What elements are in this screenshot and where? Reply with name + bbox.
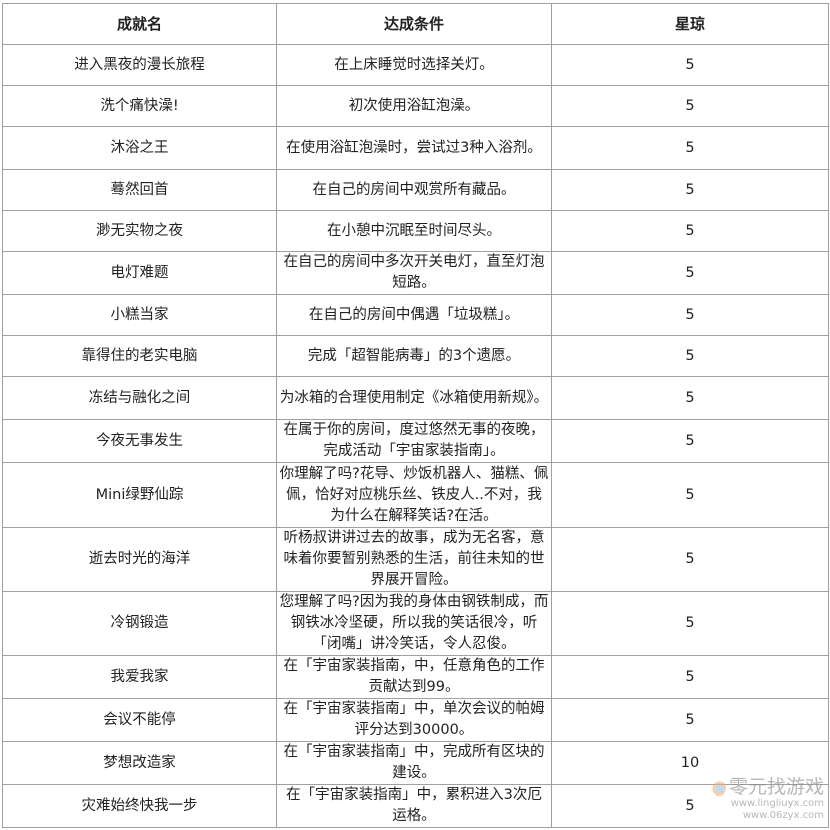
- achievement-name-cell: 会议不能停: [2, 698, 277, 742]
- achievement-name-cell: 沐浴之王: [2, 126, 277, 170]
- achievement-name-cell: Mini绿野仙踪: [2, 462, 277, 528]
- achievement-name-cell: 洗个痛快澡!: [2, 85, 277, 127]
- table-row: 梦想改造家 在「宇宙家装指南」中，完成所有区块的建设。 10: [2, 741, 829, 785]
- achievement-name-cell: 梦想改造家: [2, 741, 277, 785]
- condition-cell: 初次使用浴缸泡澡。: [276, 85, 552, 127]
- reward-cell: 5: [551, 294, 829, 336]
- condition-cell: 在自己的房间中偶遇「垃圾糕」。: [276, 294, 552, 336]
- reward-cell: 5: [551, 126, 829, 170]
- condition-cell: 完成「超智能病毒」的3个遗愿。: [276, 335, 552, 377]
- reward-cell: 5: [551, 462, 829, 528]
- reward-cell: 5: [551, 698, 829, 742]
- achievements-table: 成就名 达成条件 星琼 进入黑夜的漫长旅程 在上床睡觉时选择关灯。 5 洗个痛快澡! 初…: [2, 3, 829, 828]
- reward-cell: 5: [551, 210, 829, 252]
- table-row: 洗个痛快澡! 初次使用浴缸泡澡。 5: [2, 85, 829, 127]
- achievement-name-cell: 进入黑夜的漫长旅程: [2, 44, 277, 86]
- reward-cell: 5: [551, 169, 829, 211]
- achievement-name-cell: 逝去时光的海洋: [2, 527, 277, 592]
- achievement-name-cell: 小糕当家: [2, 294, 277, 336]
- condition-cell: 在小憩中沉眠至时间尽头。: [276, 210, 552, 252]
- reward-cell: 5: [551, 655, 829, 699]
- condition-cell: 为冰箱的合理使用制定《冰箱使用新规》。: [276, 376, 552, 420]
- reward-cell: 5: [551, 376, 829, 420]
- table-row: 沐浴之王 在使用浴缸泡澡时，尝试过3种入浴剂。 5: [2, 126, 829, 170]
- condition-cell: 您理解了吗?因为我的身体由钢铁制成，而钢铁冰冷坚硬，所以我的笑话很冷，听「闭嘴」…: [276, 591, 552, 656]
- condition-cell: 你理解了吗?花导、炒饭机器人、猫糕、佩佩，恰好对应桃乐丝、铁皮人..不对，我为什…: [276, 462, 552, 528]
- achievement-name-cell: 蓦然回首: [2, 169, 277, 211]
- table-row: 小糕当家 在自己的房间中偶遇「垃圾糕」。 5: [2, 294, 829, 336]
- table-header-row: 成就名 达成条件 星琼: [2, 3, 829, 45]
- table-row: 我爱我家 在「宇宙家装指南，中，任意角色的工作贡献达到99。 5: [2, 655, 829, 699]
- header-achievement-name: 成就名: [2, 3, 277, 45]
- condition-cell: 在「宇宙家装指南，中，任意角色的工作贡献达到99。: [276, 655, 552, 699]
- condition-cell: 在自己的房间中多次开关电灯，直至灯泡短路。: [276, 251, 552, 295]
- achievement-name-cell: 靠得住的老实电脑: [2, 335, 277, 377]
- table-row: Mini绿野仙踪 你理解了吗?花导、炒饭机器人、猫糕、佩佩，恰好对应桃乐丝、铁皮人…: [2, 462, 829, 528]
- reward-cell: 5: [551, 419, 829, 463]
- table-row: 渺无实物之夜 在小憩中沉眠至时间尽头。 5: [2, 210, 829, 252]
- achievement-name-cell: 今夜无事发生: [2, 419, 277, 463]
- table-row: 电灯难题 在自己的房间中多次开关电灯，直至灯泡短路。 5: [2, 251, 829, 295]
- condition-cell: 在属于你的房间，度过悠然无事的夜晚，完成活动「宇宙家装指南」。: [276, 419, 552, 463]
- table-row: 冻结与融化之间 为冰箱的合理使用制定《冰箱使用新规》。 5: [2, 376, 829, 420]
- reward-cell: 5: [551, 591, 829, 656]
- reward-cell: 10: [551, 741, 829, 785]
- header-reward: 星琼: [551, 3, 829, 45]
- condition-cell: 听杨叔讲讲过去的故事，成为无名客，意味着你要暂别熟悉的生活，前往未知的世界展开冒…: [276, 527, 552, 592]
- condition-cell: 在自己的房间中观赏所有藏品。: [276, 169, 552, 211]
- header-condition: 达成条件: [276, 3, 552, 45]
- table-body: 进入黑夜的漫长旅程 在上床睡觉时选择关灯。 5 洗个痛快澡! 初次使用浴缸泡澡。 5 沐浴之…: [2, 44, 829, 828]
- reward-cell: 5: [551, 251, 829, 295]
- condition-cell: 在使用浴缸泡澡时，尝试过3种入浴剂。: [276, 126, 552, 170]
- table-row: 进入黑夜的漫长旅程 在上床睡觉时选择关灯。 5: [2, 44, 829, 86]
- table-row: 灾难始终快我一步 在「宇宙家装指南」中，累积进入3次厄运格。 5: [2, 784, 829, 828]
- achievement-name-cell: 冻结与融化之间: [2, 376, 277, 420]
- achievement-name-cell: 冷钢锻造: [2, 591, 277, 656]
- reward-cell: 5: [551, 335, 829, 377]
- achievement-name-cell: 渺无实物之夜: [2, 210, 277, 252]
- table-row: 逝去时光的海洋 听杨叔讲讲过去的故事，成为无名客，意味着你要暂别熟悉的生活，前往未…: [2, 527, 829, 592]
- reward-cell: 5: [551, 44, 829, 86]
- achievement-name-cell: 电灯难题: [2, 251, 277, 295]
- table-row: 蓦然回首 在自己的房间中观赏所有藏品。 5: [2, 169, 829, 211]
- condition-cell: 在「宇宙家装指南」中，完成所有区块的建设。: [276, 741, 552, 785]
- achievement-name-cell: 我爱我家: [2, 655, 277, 699]
- reward-cell: 5: [551, 527, 829, 592]
- reward-cell: 5: [551, 85, 829, 127]
- condition-cell: 在「宇宙家装指南」中，单次会议的帕姆评分达到30000。: [276, 698, 552, 742]
- table-row: 会议不能停 在「宇宙家装指南」中，单次会议的帕姆评分达到30000。 5: [2, 698, 829, 742]
- table-row: 今夜无事发生 在属于你的房间，度过悠然无事的夜晚，完成活动「宇宙家装指南」。 5: [2, 419, 829, 463]
- condition-cell: 在上床睡觉时选择关灯。: [276, 44, 552, 86]
- condition-cell: 在「宇宙家装指南」中，累积进入3次厄运格。: [276, 784, 552, 828]
- achievement-name-cell: 灾难始终快我一步: [2, 784, 277, 828]
- table-row: 靠得住的老实电脑 完成「超智能病毒」的3个遗愿。 5: [2, 335, 829, 377]
- table-row: 冷钢锻造 您理解了吗?因为我的身体由钢铁制成，而钢铁冰冷坚硬，所以我的笑话很冷，听…: [2, 591, 829, 656]
- reward-cell: 5: [551, 784, 829, 828]
